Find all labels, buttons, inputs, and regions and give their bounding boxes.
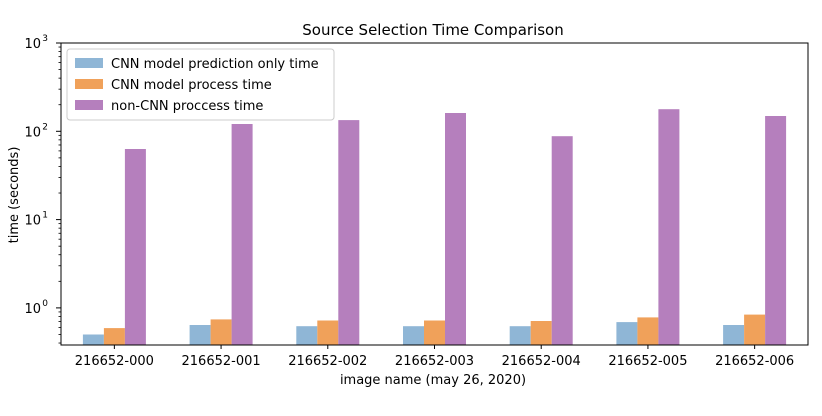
- bar-216652-001-1: [210, 319, 232, 345]
- bar-216652-003-2: [445, 113, 466, 345]
- y-tick-label: 10: [24, 125, 41, 140]
- legend-swatch: [75, 100, 103, 110]
- legend-swatch: [75, 79, 103, 89]
- legend-swatch: [75, 58, 103, 68]
- bar-216652-006-1: [744, 314, 766, 345]
- bar-216652-004-1: [530, 321, 552, 345]
- x-tick-label: 216652-005: [608, 354, 687, 369]
- legend-box: [66, 48, 335, 121]
- chart-title: Source Selection Time Comparison: [302, 21, 563, 39]
- x-tick-label: 216652-000: [75, 354, 154, 369]
- plot-area: 216652-000 216652-001 216652-002 216652-003…: [24, 34, 794, 369]
- bar-216652-005-1: [637, 317, 659, 345]
- bar-216652-000-1: [103, 328, 125, 345]
- legend-label: non-CNN proccess time: [111, 99, 263, 114]
- bar-216652-001-2: [231, 124, 253, 345]
- legend-label: CNN model process time: [111, 78, 272, 93]
- y-tick-exponent: 2: [42, 122, 48, 132]
- bar-216652-004-0: [509, 326, 531, 345]
- plot-frame: [60, 42, 809, 346]
- bar-216652-003-1: [424, 320, 445, 345]
- x-tick-label: 216652-003: [395, 354, 474, 369]
- legend-label: CNN model prediction only time: [111, 57, 319, 72]
- bar-216652-001-0: [189, 325, 211, 345]
- y-tick-exponent: 0: [42, 299, 48, 309]
- bar-216652-005-0: [616, 322, 638, 345]
- bar-216652-000-2: [124, 149, 146, 345]
- bar-216652-003-0: [403, 326, 424, 345]
- bar-216652-004-2: [551, 136, 573, 345]
- y-tick-exponent: 3: [42, 34, 48, 44]
- legend: CNN model prediction only time CNN model …: [66, 48, 335, 121]
- bar-216652-002-2: [338, 120, 360, 345]
- bar-216652-006-0: [723, 325, 745, 345]
- x-tick-label: 216652-001: [182, 354, 261, 369]
- bar-216652-005-2: [658, 109, 680, 345]
- x-tick-label: 216652-006: [715, 354, 794, 369]
- bar-216652-000-0: [82, 334, 104, 345]
- bar-216652-002-1: [317, 320, 339, 345]
- x-tick-label: 216652-002: [288, 354, 367, 369]
- y-tick-label: 10: [24, 37, 41, 52]
- bar-216652-006-2: [765, 116, 787, 345]
- y-tick-label: 10: [24, 302, 41, 317]
- bar-216652-002-0: [296, 326, 318, 345]
- x-axis-label: image name (may 26, 2020): [340, 373, 526, 388]
- x-tick-label: 216652-004: [502, 354, 581, 369]
- y-tick-label: 10: [24, 214, 41, 229]
- y-axis-label: time (seconds): [7, 147, 22, 244]
- y-tick-exponent: 1: [42, 211, 48, 221]
